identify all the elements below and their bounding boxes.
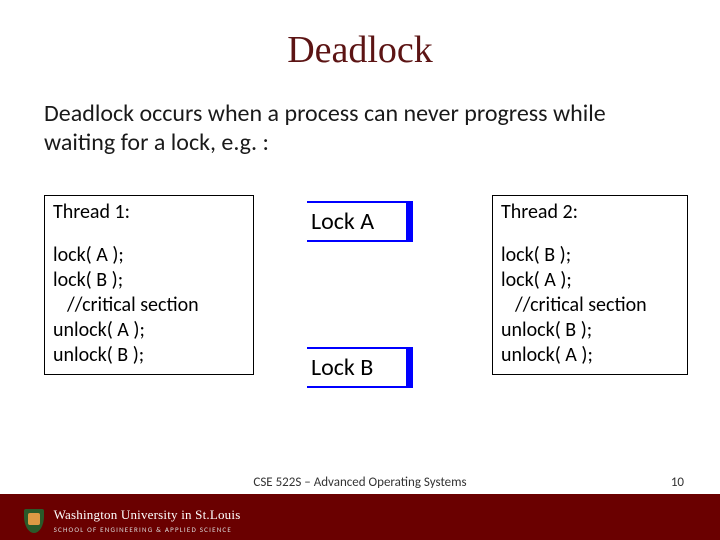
thread1-line: //critical section <box>53 293 245 318</box>
lock-a-label: Lock A <box>305 203 406 240</box>
thread1-line: lock( B ); <box>53 268 245 293</box>
thread1-line: unlock( B ); <box>53 343 245 368</box>
thread2-line: lock( A ); <box>501 268 679 293</box>
page-number: 10 <box>671 475 684 490</box>
lock-b-label: Lock B <box>305 349 406 386</box>
footer-bar: Washington University in St.Louis SCHOOL… <box>0 494 720 540</box>
footer-logo: Washington University in St.Louis SCHOOL… <box>24 507 240 534</box>
lock-a-box: Lock A <box>306 200 414 243</box>
intro-text: Deadlock occurs when a process can never… <box>44 100 680 158</box>
thread2-line: lock( B ); <box>501 243 679 268</box>
thread1-code-box: Thread 1: lock( A ); lock( B ); //critic… <box>44 195 254 375</box>
lock-b-box: Lock B <box>306 346 414 389</box>
thread1-line: unlock( A ); <box>53 318 245 343</box>
slide-title: Deadlock <box>0 28 720 72</box>
footer-course: CSE 522S – Advanced Operating Systems <box>0 475 720 490</box>
slide: { "title": "Deadlock", "intro": "Deadloc… <box>0 0 720 540</box>
thread2-code-box: Thread 2: lock( B ); lock( A ); //critic… <box>492 195 688 375</box>
thread1-header: Thread 1: <box>53 200 245 225</box>
thread2-line: //critical section <box>501 293 679 318</box>
footer-uni-name: Washington University in St.Louis <box>54 507 241 523</box>
thread2-line: unlock( B ); <box>501 318 679 343</box>
thread2-header: Thread 2: <box>501 200 679 225</box>
thread2-line: unlock( A ); <box>501 343 679 368</box>
thread1-line: lock( A ); <box>53 243 245 268</box>
shield-icon <box>24 509 44 533</box>
footer-school-name: SCHOOL OF ENGINEERING & APPLIED SCIENCE <box>54 525 241 534</box>
